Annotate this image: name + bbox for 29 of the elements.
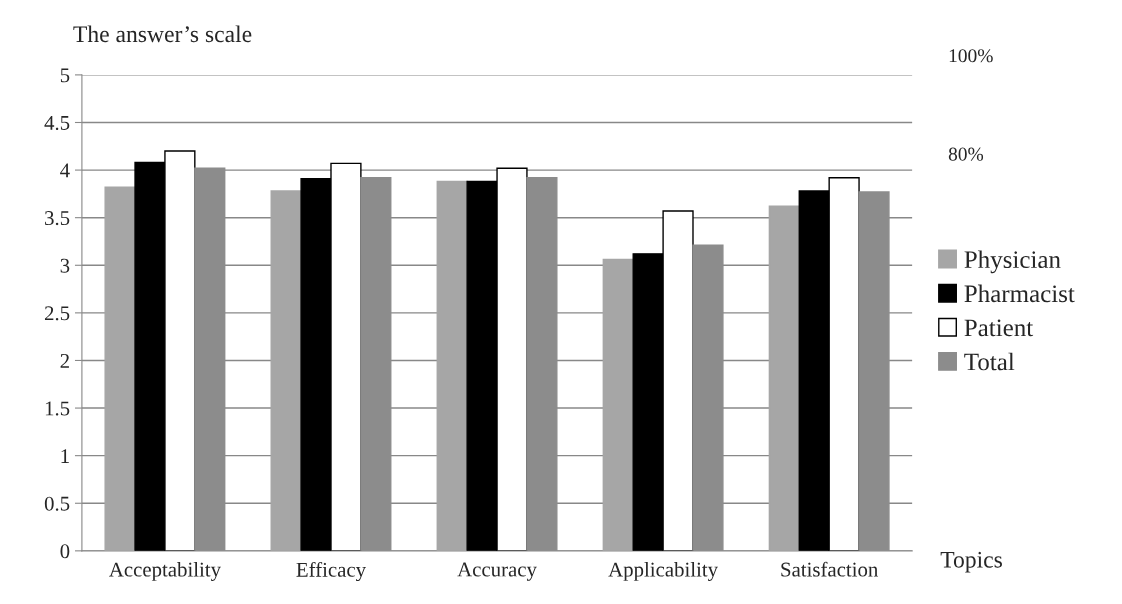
y-tick-label: 2.5 xyxy=(44,306,70,321)
bar xyxy=(104,186,136,551)
x-tick-label: Satisfaction xyxy=(781,561,879,577)
legend-label: Patient xyxy=(964,319,1034,337)
y-tick-label: 0 xyxy=(60,544,70,559)
x-tick-label: Accuracy xyxy=(457,562,537,581)
bar xyxy=(436,180,468,551)
x-tick-label: Applicability xyxy=(608,561,718,581)
y-tick-label: 3.5 xyxy=(45,211,70,226)
y-tick-label: 4.5 xyxy=(44,116,70,131)
y-tick-label: 5 xyxy=(60,68,70,83)
y-tick-label: 4 xyxy=(60,163,70,178)
legend-label: Physician xyxy=(964,250,1061,274)
y-tick-label: 3 xyxy=(60,258,70,273)
text: 80% xyxy=(948,147,984,161)
y-axis-title: The answer’s scale xyxy=(73,25,252,43)
bar xyxy=(768,205,800,551)
text: 100% xyxy=(949,49,993,63)
legend-label: Total xyxy=(964,352,1015,371)
bar xyxy=(270,190,302,551)
bar xyxy=(602,258,634,551)
y-tick-label: 0.5 xyxy=(44,496,70,511)
x-tick-label: Efficacy xyxy=(296,561,366,582)
x-tick-label: Acceptability xyxy=(109,561,221,581)
x-axis-title: Topics xyxy=(940,551,1002,573)
legend-label: Pharmacist xyxy=(964,284,1075,303)
y-tick-label: 2 xyxy=(60,353,69,368)
y-tick-label: 1 xyxy=(61,449,69,463)
y-tick-label: 1.5 xyxy=(45,401,70,416)
